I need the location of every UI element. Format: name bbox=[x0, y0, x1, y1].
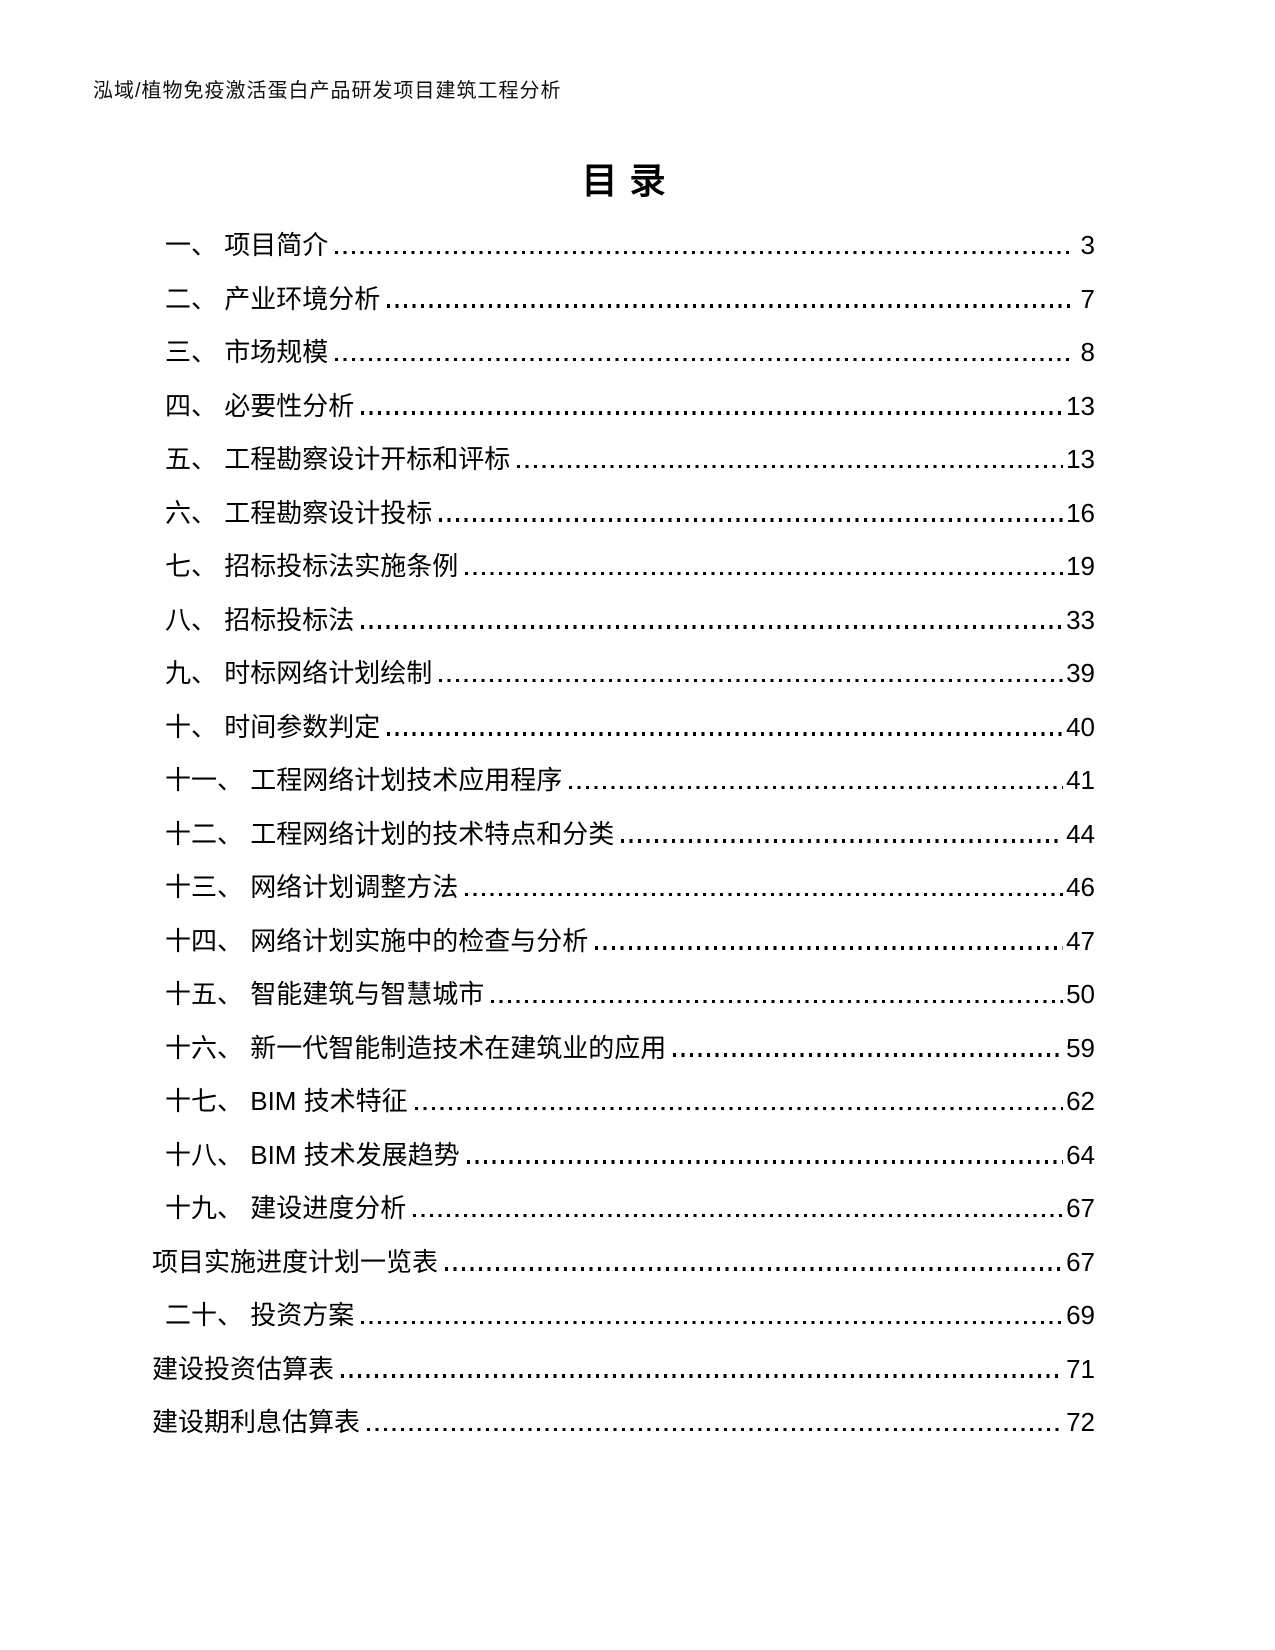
toc-entry: 十六、 新一代智能制造技术在建筑业的应用 59 bbox=[152, 1031, 1095, 1085]
toc-entry-title: 十二、 工程网络计划的技术特点和分类 bbox=[165, 818, 615, 849]
dot-leader bbox=[491, 999, 1064, 1003]
toc-entry: 建设期利息估算表 72 bbox=[152, 1405, 1095, 1459]
dot-leader bbox=[335, 250, 1072, 254]
toc-entry: 二十、 投资方案 69 bbox=[152, 1298, 1095, 1352]
dot-leader bbox=[341, 1374, 1064, 1378]
toc-entry: 十二、 工程网络计划的技术特点和分类 44 bbox=[152, 817, 1095, 871]
dot-leader bbox=[361, 625, 1064, 629]
dot-leader bbox=[439, 678, 1064, 682]
dot-leader bbox=[335, 357, 1072, 361]
toc-entry-title: 项目实施进度计划一览表 bbox=[152, 1246, 439, 1277]
toc-entry-page-number: 46 bbox=[1066, 872, 1095, 902]
toc-entry-title: 一、 项目简介 bbox=[165, 230, 329, 260]
toc-entry-title: 十九、 建设进度分析 bbox=[165, 1193, 407, 1223]
dot-leader bbox=[361, 1320, 1064, 1324]
dot-leader bbox=[569, 785, 1064, 789]
toc-entry: 六、 工程勘察设计投标 16 bbox=[152, 496, 1095, 550]
toc-entry: 十三、 网络计划调整方法 46 bbox=[152, 870, 1095, 924]
toc-entry-page-number: 7 bbox=[1080, 283, 1095, 314]
toc-entry: 十一、 工程网络计划技术应用程序 41 bbox=[152, 763, 1095, 817]
dot-leader bbox=[621, 839, 1064, 843]
toc-entry-page-number: 39 bbox=[1066, 658, 1095, 688]
toc-entry-title: 十六、 新一代智能制造技术在建筑业的应用 bbox=[165, 1032, 667, 1063]
document-header: 泓域/植物免疫激活蛋白产品研发项目建筑工程分析 bbox=[93, 80, 562, 102]
toc-entry-title: 十一、 工程网络计划技术应用程序 bbox=[165, 765, 563, 795]
toc-entry-title: 十四、 网络计划实施中的检查与分析 bbox=[165, 925, 589, 956]
toc-entry-page-number: 67 bbox=[1066, 1193, 1095, 1223]
toc-entry-title: 七、 招标投标法实施条例 bbox=[165, 551, 459, 581]
toc-entry: 三、 市场规模 8 bbox=[152, 335, 1095, 389]
toc-entry: 九、 时标网络计划绘制 39 bbox=[152, 656, 1095, 710]
toc-entry: 建设投资估算表 71 bbox=[152, 1352, 1095, 1406]
dot-leader bbox=[414, 1106, 1064, 1110]
toc-entry-page-number: 64 bbox=[1066, 1139, 1095, 1170]
toc-entry: 十五、 智能建筑与智慧城市 50 bbox=[152, 977, 1095, 1031]
toc-entry: 项目实施进度计划一览表 67 bbox=[152, 1245, 1095, 1299]
toc-entry-page-number: 72 bbox=[1066, 1407, 1095, 1437]
toc-entry-page-number: 41 bbox=[1066, 765, 1095, 795]
dot-leader bbox=[595, 946, 1064, 950]
toc-entry-page-number: 50 bbox=[1066, 979, 1095, 1009]
toc-entry: 一、 项目简介 3 bbox=[152, 228, 1095, 282]
dot-leader bbox=[673, 1053, 1064, 1057]
dot-leader bbox=[517, 464, 1064, 468]
dot-leader bbox=[387, 304, 1072, 308]
toc-entry-title: 八、 招标投标法 bbox=[165, 604, 355, 635]
dot-leader bbox=[367, 1427, 1064, 1431]
toc-entry-page-number: 16 bbox=[1066, 497, 1095, 528]
dot-leader bbox=[361, 411, 1064, 415]
table-of-contents: 一、 项目简介 3 二、 产业环境分析 7 三、 市场规模 8 四、 必要性分析… bbox=[152, 228, 1095, 1459]
toc-entry: 二、 产业环境分析 7 bbox=[152, 282, 1095, 336]
toc-entry: 十八、 BIM 技术发展趋势 64 bbox=[152, 1138, 1095, 1192]
toc-entry-title: 四、 必要性分析 bbox=[165, 390, 355, 421]
toc-entry-title: 十七、 BIM 技术特征 bbox=[165, 1086, 408, 1116]
dot-leader bbox=[466, 1160, 1064, 1164]
toc-entry-title: 二、 产业环境分析 bbox=[165, 283, 381, 314]
toc-entry-title: 建设投资估算表 bbox=[152, 1353, 335, 1384]
dot-leader bbox=[387, 732, 1064, 736]
toc-entry-title: 二十、 投资方案 bbox=[165, 1300, 355, 1330]
toc-entry-title: 十、 时间参数判定 bbox=[165, 711, 381, 742]
toc-entry: 五、 工程勘察设计开标和评标 13 bbox=[152, 442, 1095, 496]
toc-entry: 十七、 BIM 技术特征 62 bbox=[152, 1084, 1095, 1138]
toc-entry-title: 六、 工程勘察设计投标 bbox=[165, 497, 433, 528]
toc-entry: 七、 招标投标法实施条例 19 bbox=[152, 549, 1095, 603]
toc-entry-page-number: 71 bbox=[1066, 1353, 1095, 1384]
toc-entry: 十、 时间参数判定 40 bbox=[152, 710, 1095, 764]
toc-entry: 八、 招标投标法 33 bbox=[152, 603, 1095, 657]
toc-entry-page-number: 3 bbox=[1080, 230, 1095, 260]
toc-entry-page-number: 62 bbox=[1066, 1086, 1095, 1116]
dot-leader bbox=[413, 1213, 1064, 1217]
toc-entry-title: 十八、 BIM 技术发展趋势 bbox=[165, 1139, 460, 1170]
toc-entry-page-number: 44 bbox=[1066, 818, 1095, 849]
toc-entry-title: 十三、 网络计划调整方法 bbox=[165, 872, 459, 902]
dot-leader bbox=[439, 518, 1064, 522]
toc-entry-page-number: 8 bbox=[1080, 337, 1095, 367]
dot-leader bbox=[465, 571, 1064, 575]
dot-leader bbox=[465, 892, 1064, 896]
toc-entry-title: 五、 工程勘察设计开标和评标 bbox=[165, 444, 511, 474]
toc-entry-title: 三、 市场规模 bbox=[165, 337, 329, 367]
toc-entry-page-number: 33 bbox=[1066, 604, 1095, 635]
toc-entry-page-number: 59 bbox=[1066, 1032, 1095, 1063]
dot-leader bbox=[445, 1267, 1064, 1271]
toc-entry-page-number: 67 bbox=[1066, 1246, 1095, 1277]
toc-entry-page-number: 19 bbox=[1066, 551, 1095, 581]
toc-entry-page-number: 69 bbox=[1066, 1300, 1095, 1330]
toc-entry: 四、 必要性分析 13 bbox=[152, 389, 1095, 443]
toc-entry: 十四、 网络计划实施中的检查与分析 47 bbox=[152, 924, 1095, 978]
toc-entry-page-number: 40 bbox=[1066, 711, 1095, 742]
toc-entry-page-number: 47 bbox=[1066, 925, 1095, 956]
toc-title: 目录 bbox=[581, 160, 678, 201]
toc-entry-page-number: 13 bbox=[1066, 444, 1095, 474]
toc-entry-title: 九、 时标网络计划绘制 bbox=[165, 658, 433, 688]
toc-entry-title: 十五、 智能建筑与智慧城市 bbox=[165, 979, 485, 1009]
toc-entry-page-number: 13 bbox=[1066, 390, 1095, 421]
toc-entry-title: 建设期利息估算表 bbox=[152, 1407, 361, 1437]
toc-entry: 十九、 建设进度分析 67 bbox=[152, 1191, 1095, 1245]
